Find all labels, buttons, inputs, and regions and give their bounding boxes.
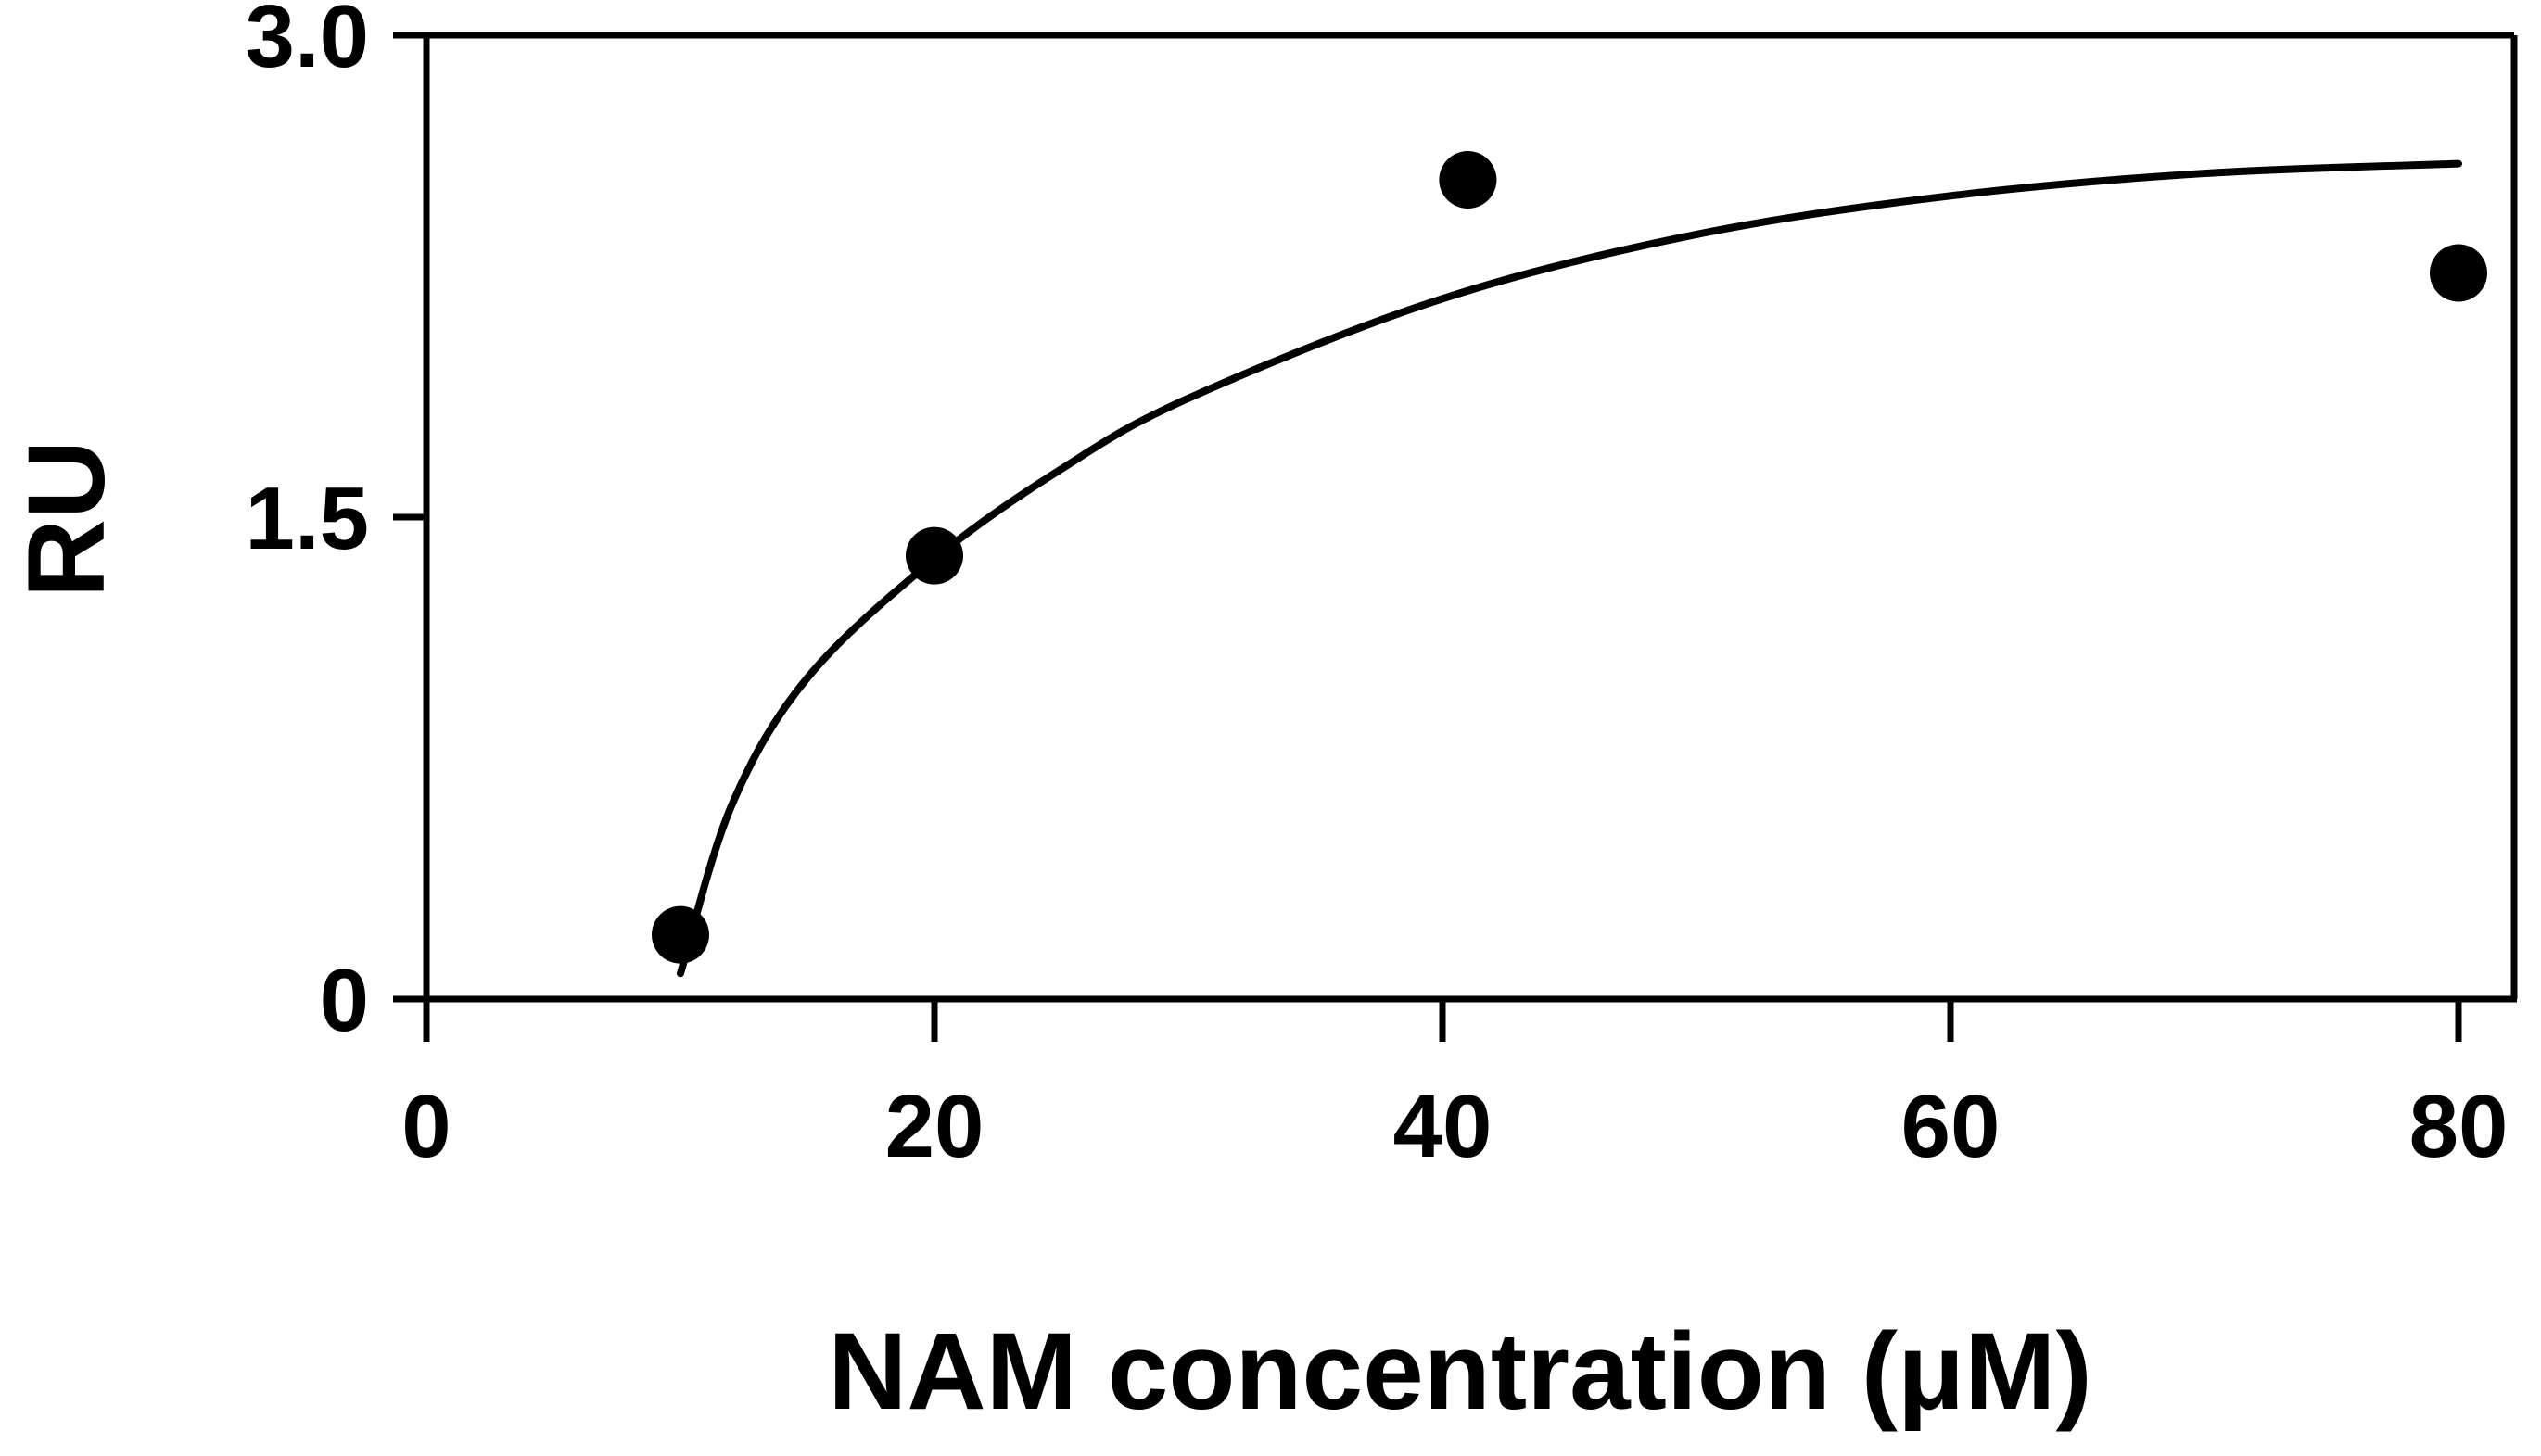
x-tick-label: 60 (1901, 1077, 2001, 1176)
y-axis-title: RU (6, 440, 128, 598)
x-axis: 0 20 40 60 80 (401, 999, 2508, 1176)
y-axis: 0 1.5 3.0 (246, 0, 426, 1050)
y-tick-label: 3.0 (246, 0, 369, 86)
x-tick-label: 80 (2409, 1077, 2509, 1176)
data-point (2430, 244, 2487, 302)
y-tick-label: 0 (320, 951, 369, 1050)
data-points-layer (652, 151, 2487, 964)
plot-frame (393, 32, 2518, 1003)
fit-curve (677, 159, 2462, 978)
x-tick-label: 0 (401, 1077, 451, 1176)
data-point (1439, 151, 1497, 209)
y-tick-label: 1.5 (246, 469, 369, 568)
fit-curve-layer (677, 159, 2462, 978)
x-axis-title: NAM concentration (μM) (828, 1310, 2092, 1433)
data-point (652, 905, 709, 964)
data-point (906, 526, 963, 585)
x-tick-label: 40 (1393, 1077, 1493, 1176)
x-tick-label: 20 (885, 1077, 985, 1176)
